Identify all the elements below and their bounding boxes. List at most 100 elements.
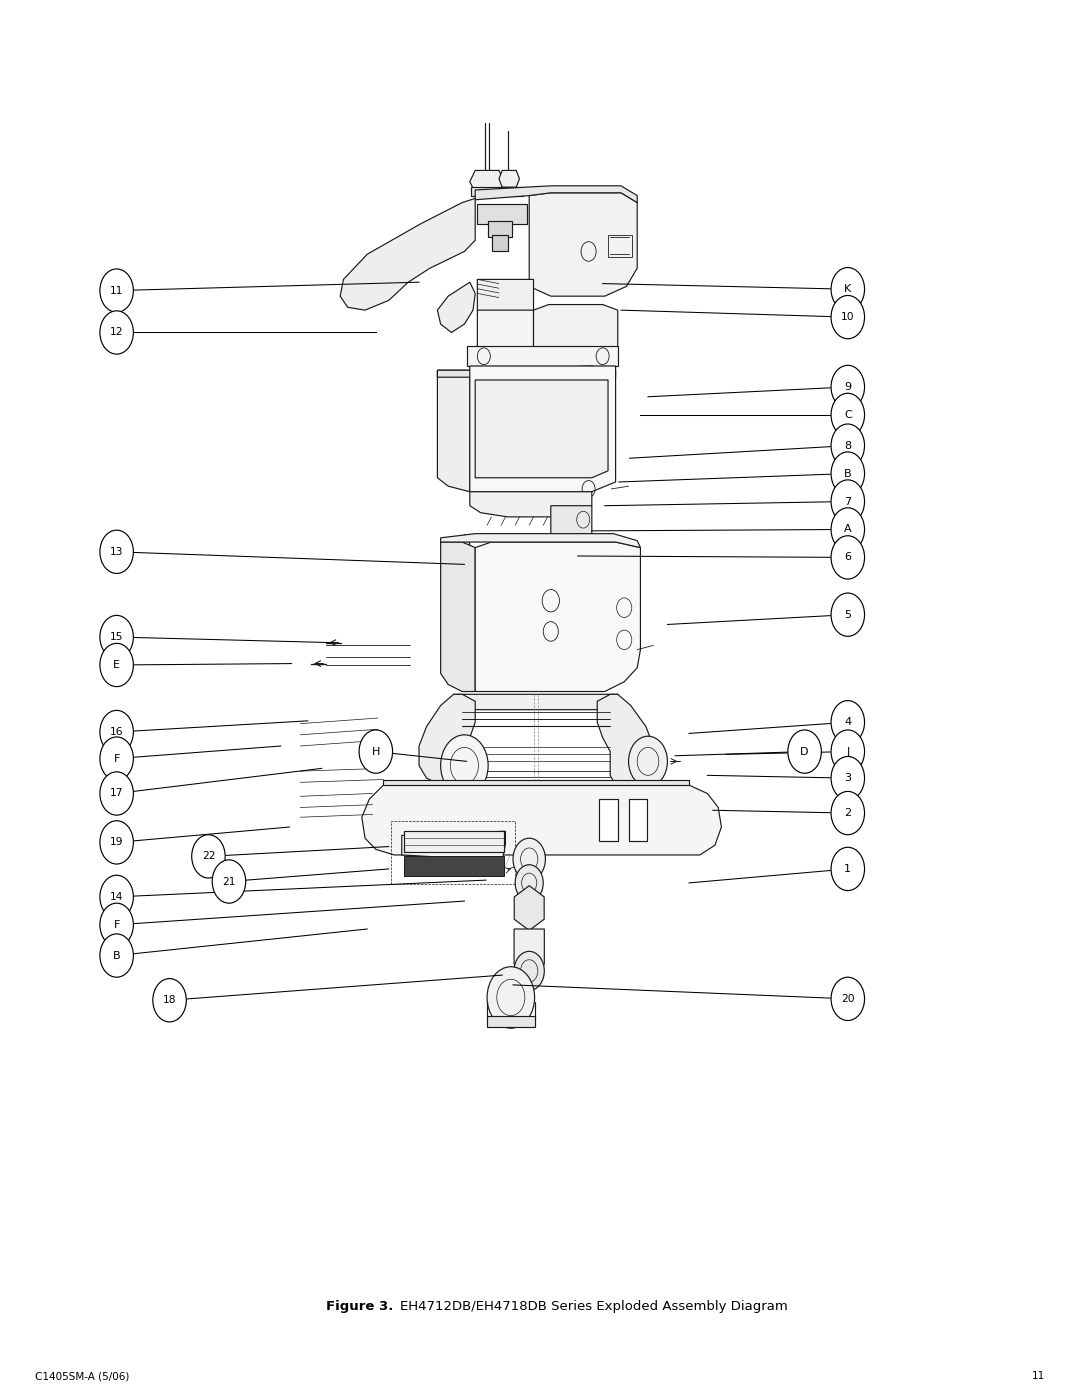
Circle shape [100,933,134,978]
Polygon shape [470,492,592,517]
Text: 4: 4 [845,717,851,728]
Bar [404,856,504,876]
Text: E: E [113,659,120,671]
Circle shape [100,771,134,816]
Circle shape [832,366,865,409]
Polygon shape [477,279,534,317]
Polygon shape [477,310,534,355]
Circle shape [788,729,822,774]
Bar [499,187,523,196]
Polygon shape [470,366,616,492]
Circle shape [629,736,667,787]
Bar [467,346,618,366]
Circle shape [100,820,134,863]
Circle shape [832,509,865,552]
Text: 5: 5 [845,609,851,620]
Text: J: J [846,746,850,757]
Polygon shape [441,542,475,692]
Circle shape [832,847,865,891]
Text: 2: 2 [845,807,851,819]
Circle shape [514,951,544,990]
Text: F: F [113,753,120,764]
Text: Figure 3.: Figure 3. [326,1299,393,1313]
Circle shape [100,643,134,687]
Polygon shape [340,198,475,310]
Bar [488,221,512,237]
Bar [391,821,515,884]
Bar [471,187,508,196]
Circle shape [359,729,393,774]
Circle shape [832,978,865,1020]
Text: A: A [843,524,852,535]
Text: 3: 3 [845,773,851,784]
Circle shape [832,481,865,524]
Circle shape [832,791,865,835]
Circle shape [832,296,865,339]
Circle shape [832,536,865,580]
Polygon shape [419,694,475,785]
Text: H: H [372,746,380,757]
Text: F: F [113,919,120,930]
Text: 11: 11 [1032,1370,1045,1382]
Circle shape [153,978,187,1023]
Text: EH4712DB/EH4718DB Series Exploded Assembly Diagram: EH4712DB/EH4718DB Series Exploded Assemb… [400,1299,787,1313]
Circle shape [832,729,865,774]
Circle shape [832,425,865,467]
Text: 15: 15 [110,631,123,643]
Text: 12: 12 [110,327,123,338]
Polygon shape [551,506,592,538]
Text: 8: 8 [845,440,851,451]
Text: D: D [800,746,809,757]
Text: 14: 14 [110,891,123,902]
Circle shape [832,757,865,799]
Polygon shape [529,193,637,296]
Circle shape [832,268,865,310]
Polygon shape [534,305,618,360]
Polygon shape [454,694,618,710]
Circle shape [513,838,545,880]
Circle shape [515,865,543,901]
Circle shape [100,270,134,312]
Text: 10: 10 [841,312,854,323]
Polygon shape [499,170,519,187]
Polygon shape [441,534,640,548]
Circle shape [832,592,865,637]
Circle shape [832,394,865,437]
Circle shape [441,735,488,796]
Text: 16: 16 [110,726,123,738]
Polygon shape [514,886,544,930]
Polygon shape [383,780,689,785]
Circle shape [100,902,134,947]
Polygon shape [514,929,544,970]
Circle shape [100,615,134,658]
Circle shape [212,861,246,904]
Bar [492,235,508,251]
Circle shape [100,312,134,353]
Text: 13: 13 [110,546,123,557]
Polygon shape [629,799,647,841]
Text: 9: 9 [845,381,851,393]
Polygon shape [475,542,640,692]
Text: 1: 1 [845,863,851,875]
Text: C1405SM-A (5/06): C1405SM-A (5/06) [35,1370,129,1382]
Polygon shape [475,380,608,478]
Polygon shape [437,282,475,332]
Polygon shape [475,186,637,203]
Polygon shape [437,370,470,492]
Text: 17: 17 [110,788,123,799]
Text: B: B [843,468,852,479]
Text: 7: 7 [845,496,851,507]
Bar [608,235,632,257]
Circle shape [100,531,134,574]
Circle shape [100,875,134,919]
Text: 21: 21 [222,876,235,887]
Circle shape [832,453,865,496]
Text: 6: 6 [845,552,851,563]
Circle shape [100,710,134,754]
Text: 11: 11 [110,285,123,296]
Polygon shape [599,799,618,841]
Circle shape [487,967,535,1028]
Bar [487,1016,535,1027]
Circle shape [100,738,134,780]
Polygon shape [597,694,653,785]
